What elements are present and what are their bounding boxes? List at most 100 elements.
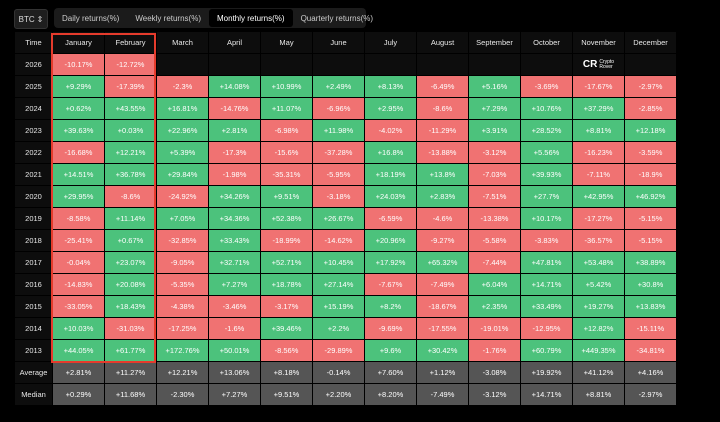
returns-tabs: Daily returns(%) Weekly returns(%) Month… [54,8,373,28]
return-cell: +44.05% [52,339,105,362]
return-cell: +46.92% [624,185,677,208]
tab-weekly-returns[interactable]: Weekly returns(%) [135,13,201,23]
average-label: Average [14,361,53,384]
average-cell: +7.60% [364,361,417,384]
return-cell: +9.51% [260,185,313,208]
return-cell: -4.38% [156,295,209,318]
return-cell: +5.16% [468,75,521,98]
return-cell: +5.56% [520,141,573,164]
return-cell: -34.81% [624,339,677,362]
return-cell: -9.69% [364,317,417,340]
empty-cell [624,53,677,76]
return-cell: -4.02% [364,119,417,142]
return-cell: +5.39% [156,141,209,164]
return-cell: +8.2% [364,295,417,318]
average-cell: +19.92% [520,361,573,384]
return-cell: -6.98% [260,119,313,142]
return-cell: +18.78% [260,273,313,296]
asset-selector[interactable]: BTC ⇕ [14,9,48,29]
return-cell: -12.95% [520,317,573,340]
table-row: 2024 +0.62% +43.55% +16.81% -14.76% +11.07% -6… [14,97,677,120]
tab-monthly-returns[interactable]: Monthly returns(%) [209,9,293,27]
logo-text: Crypto Rover [599,58,615,70]
return-cell: +65.32% [416,251,469,274]
return-cell: +10.03% [52,317,105,340]
table-header-row: Time January February March April May June Jul… [14,31,677,54]
return-cell: +29.95% [52,185,105,208]
return-cell: +14.51% [52,163,105,186]
month-header-february: February [104,31,157,54]
median-label: Median [14,383,53,406]
return-cell: +7.27% [208,273,261,296]
return-cell: -12.72% [104,53,157,76]
table-row: 2014 +10.03% -31.03% -17.25% -1.6% +39.46% +2.… [14,317,677,340]
table-row: 2023 +39.63% +0.03% +22.96% +2.81% -6.98% +11.… [14,119,677,142]
empty-cell [416,53,469,76]
tab-daily-returns[interactable]: Daily returns(%) [62,13,120,23]
return-cell: -37.28% [312,141,365,164]
return-cell: -16.23% [572,141,625,164]
return-cell: -2.97% [624,75,677,98]
return-cell: +60.79% [520,339,573,362]
year-label: 2013 [14,339,53,362]
empty-cell [364,53,417,76]
return-cell: +14.71% [520,273,573,296]
return-cell: +16.81% [156,97,209,120]
return-cell: -5.95% [312,163,365,186]
return-cell: +2.81% [208,119,261,142]
return-cell: -7.67% [364,273,417,296]
table-row: 2018 -25.41% +0.67% -32.85% +33.43% -18.99% -1… [14,229,677,252]
return-cell: +47.81% [520,251,573,274]
return-cell: +52.71% [260,251,313,274]
return-cell: -17.3% [208,141,261,164]
month-header-october: October [520,31,573,54]
return-cell: -14.83% [52,273,105,296]
logo-line-1: Crypto [599,58,615,65]
return-cell: +0.62% [52,97,105,120]
return-cell: -18.9% [624,163,677,186]
return-cell: +172.76% [156,339,209,362]
return-cell: +36.78% [104,163,157,186]
logo-mark: CR [582,58,598,70]
month-header-july: July [364,31,417,54]
month-header-june: June [312,31,365,54]
return-cell: -13.88% [416,141,469,164]
return-cell: -3.59% [624,141,677,164]
median-cell: -7.49% [416,383,469,406]
return-cell: -5.35% [156,273,209,296]
return-cell: -7.44% [468,251,521,274]
return-cell: -1.98% [208,163,261,186]
return-cell: -5.15% [624,207,677,230]
return-cell: -17.67% [572,75,625,98]
return-cell: +10.45% [312,251,365,274]
empty-cell [468,53,521,76]
return-cell: -15.11% [624,317,677,340]
return-cell: -8.6% [104,185,157,208]
median-cell: -2.30% [156,383,209,406]
return-cell: -35.31% [260,163,313,186]
return-cell: -17.39% [104,75,157,98]
return-cell: +7.29% [468,97,521,120]
average-row: Average +2.81% +11.27% +12.21% +13.06% +8.18%… [14,361,677,384]
return-cell: +39.46% [260,317,313,340]
return-cell: -19.01% [468,317,521,340]
year-label: 2015 [14,295,53,318]
return-cell: +33.49% [520,295,573,318]
return-cell: -31.03% [104,317,157,340]
return-cell: -7.03% [468,163,521,186]
year-label: 2021 [14,163,53,186]
return-cell: -2.3% [156,75,209,98]
year-label: 2026 [14,53,53,76]
return-cell: -7.11% [572,163,625,186]
table-row: 2019 -8.58% +11.14% +7.05% +34.36% +52.38% +26… [14,207,677,230]
tab-quarterly-returns[interactable]: Quarterly returns(%) [300,13,374,23]
return-cell: -1.76% [468,339,521,362]
return-cell: -15.6% [260,141,313,164]
median-cell: +9.51% [260,383,313,406]
return-cell: +38.89% [624,251,677,274]
return-cell: -14.62% [312,229,365,252]
return-cell: +6.04% [468,273,521,296]
return-cell: -24.92% [156,185,209,208]
year-label: 2014 [14,317,53,340]
month-header-november: November [572,31,625,54]
